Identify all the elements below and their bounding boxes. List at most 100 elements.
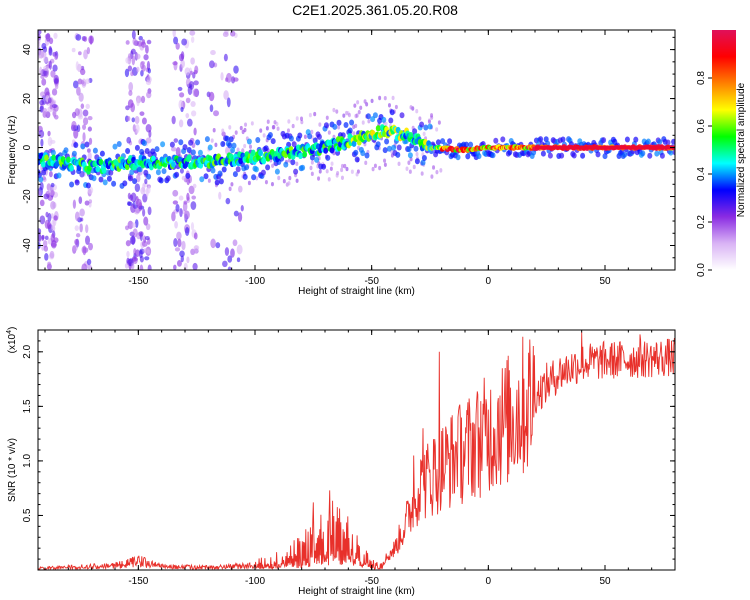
noise-blob — [183, 262, 188, 270]
ridge-halo — [69, 181, 75, 188]
noise-blob — [131, 30, 136, 40]
ridge-halo — [423, 124, 429, 131]
noise-blob — [51, 219, 55, 230]
noise-blob — [146, 39, 152, 45]
noise-blob — [193, 245, 199, 254]
noise-blob — [408, 169, 412, 174]
noise-blob — [72, 244, 78, 252]
ridge-core — [258, 149, 263, 157]
noise-blob — [134, 183, 141, 192]
noise-blob — [43, 193, 50, 200]
noise-blob — [127, 220, 134, 230]
x-axis-label: Height of straight line (km) — [298, 586, 415, 597]
noise-blob — [230, 248, 235, 258]
ridge-halo — [323, 122, 329, 129]
ridge-halo — [73, 141, 79, 148]
noise-blob — [131, 117, 136, 123]
noise-blob — [126, 136, 132, 144]
ridge-halo — [413, 145, 419, 152]
noise-blob — [233, 210, 239, 217]
ridge-halo — [300, 164, 306, 171]
noise-blob — [147, 264, 152, 270]
noise-blob — [397, 161, 401, 167]
ridge-core — [51, 154, 57, 161]
ridge-core — [124, 163, 130, 171]
noise-blob — [184, 67, 191, 76]
noise-blob — [39, 66, 43, 76]
noise-blob — [415, 152, 419, 157]
ridge-core — [408, 131, 414, 139]
noise-blob — [78, 196, 83, 204]
ridge-halo — [360, 150, 366, 157]
ridge-halo — [227, 142, 233, 149]
noise-blob — [225, 197, 231, 205]
noise-blob — [184, 226, 190, 236]
ridge-halo — [260, 169, 266, 176]
ridge-halo — [71, 150, 77, 157]
noise-blob — [192, 183, 197, 189]
ridge-halo — [389, 109, 395, 116]
ridge-halo — [127, 175, 133, 182]
noise-blob — [179, 168, 184, 174]
ridge-halo — [325, 154, 331, 161]
ridge-halo — [365, 113, 371, 120]
noise-blob — [177, 86, 183, 91]
noise-blob — [189, 30, 196, 36]
ridge-halo — [255, 137, 261, 144]
noise-blob — [129, 194, 134, 201]
noise-blob — [143, 54, 149, 61]
ridge-halo — [347, 127, 353, 134]
noise-blob — [318, 122, 322, 127]
ridge-halo — [154, 146, 160, 153]
noise-blob — [42, 240, 48, 248]
ridge-halo — [267, 131, 273, 138]
noise-blob — [141, 64, 146, 72]
ridge-halo — [99, 150, 105, 157]
noise-blob — [71, 47, 76, 53]
noise-blob — [54, 78, 59, 84]
ridge-halo — [316, 133, 322, 140]
ridge-halo — [395, 151, 401, 158]
noise-blob — [287, 158, 291, 163]
noise-blob — [430, 174, 434, 179]
noise-blob — [371, 166, 375, 172]
noise-blob — [145, 137, 152, 144]
noise-blob — [170, 147, 177, 152]
noise-blob — [50, 189, 55, 197]
ridge-halo — [246, 138, 252, 145]
ridge-halo — [125, 147, 131, 154]
ridge-core — [198, 162, 204, 169]
noise-blob — [51, 88, 58, 96]
ridge-halo — [382, 147, 388, 154]
noise-blob — [175, 203, 180, 213]
ridge-halo — [571, 152, 577, 159]
ridge-halo — [207, 144, 213, 151]
ridge-halo — [463, 141, 469, 148]
noise-blob — [135, 174, 141, 183]
noise-blob — [277, 175, 281, 181]
ridge-halo — [672, 149, 675, 156]
ridge-halo — [186, 146, 192, 153]
noise-blob — [136, 97, 140, 107]
ridge-halo — [102, 179, 108, 186]
ridge-halo — [204, 136, 210, 143]
noise-blob — [50, 182, 55, 188]
ridge-halo — [92, 147, 98, 154]
noise-blob — [85, 78, 90, 85]
noise-blob — [74, 211, 80, 222]
noise-blob — [47, 130, 51, 137]
ridge-halo — [654, 150, 660, 157]
noise-blob — [127, 65, 133, 72]
noise-blob — [79, 208, 85, 217]
ridge-halo — [645, 138, 651, 145]
noise-blob — [300, 119, 304, 125]
noise-blob — [340, 167, 344, 173]
ridge-halo — [139, 148, 145, 155]
noise-blob — [327, 130, 331, 135]
noise-blob — [356, 100, 360, 105]
noise-blob — [50, 201, 56, 210]
ridge-core — [101, 167, 107, 174]
noise-blob — [133, 247, 137, 256]
noise-blob — [336, 170, 340, 176]
ridge-core — [375, 125, 381, 132]
